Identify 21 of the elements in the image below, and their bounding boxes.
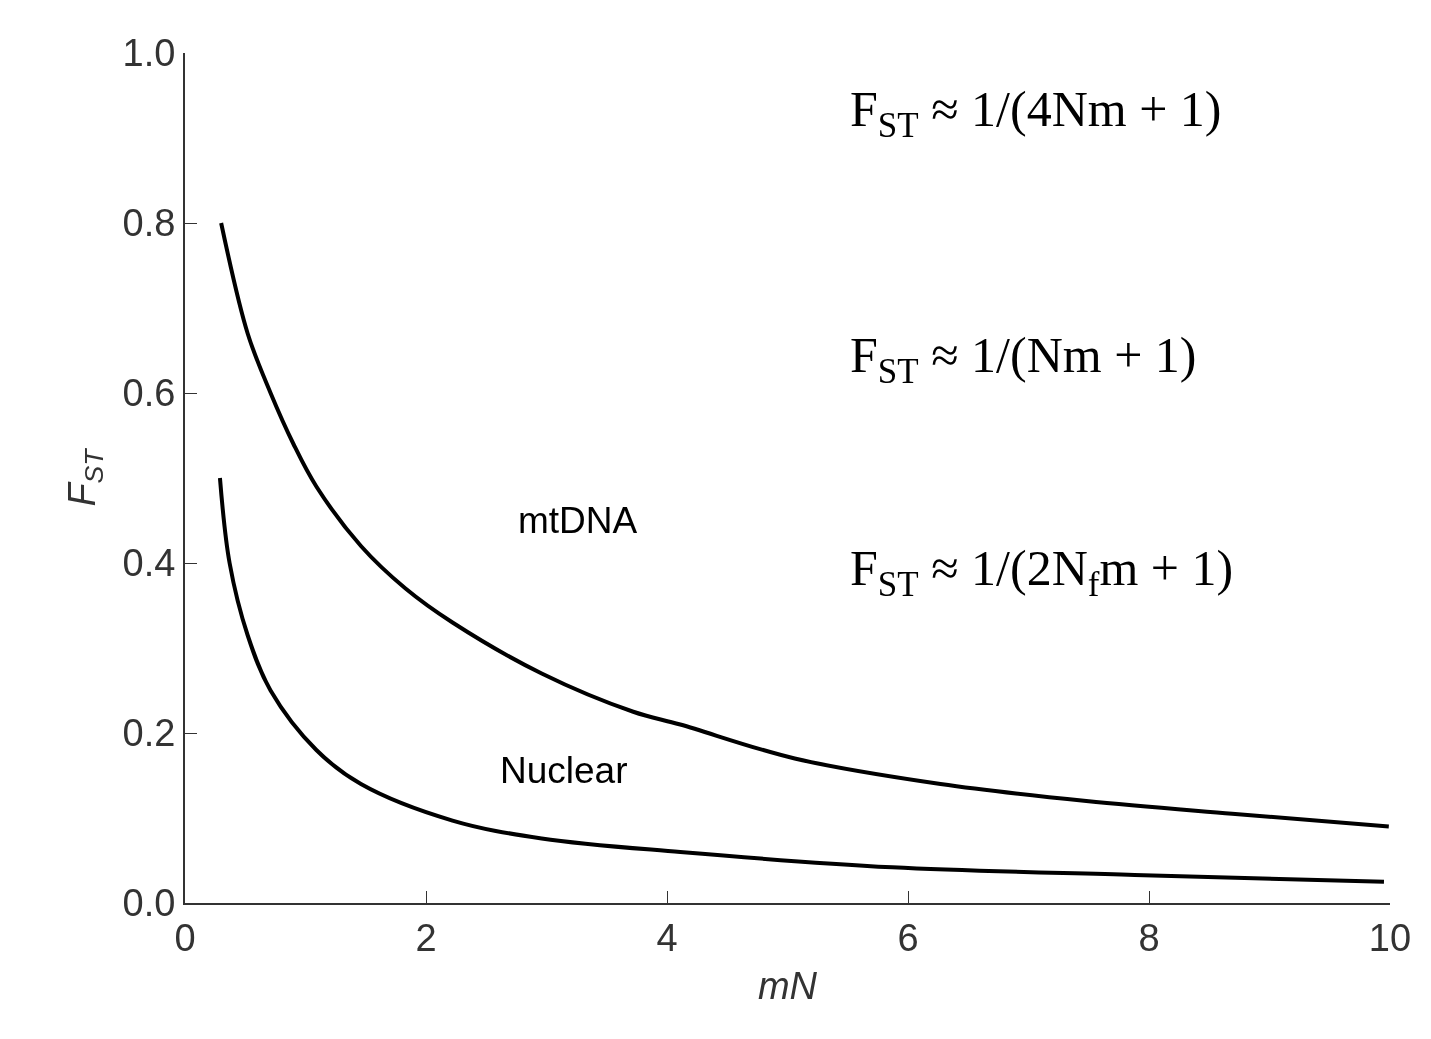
y-tick-label: 0.8 xyxy=(122,202,176,245)
x-tick-label: 4 xyxy=(656,916,678,959)
y-tick-label: 0.2 xyxy=(122,712,176,755)
x-tick-label: 0 xyxy=(174,916,196,959)
series-label: Nuclear xyxy=(500,750,628,791)
x-tick-label: 2 xyxy=(415,916,437,959)
text: ≈ 1/(4Nm + 1) xyxy=(931,81,1222,137)
y-axis-title: F$_{ST}$ xyxy=(850,81,919,145)
x-axis-title: mN xyxy=(757,965,818,1008)
line-series xyxy=(217,476,1386,884)
y-tick-label: 0.0 xyxy=(122,882,176,925)
line-series xyxy=(219,221,1390,829)
y-tick-label: 1.0 xyxy=(122,32,176,75)
text: mtDNA xyxy=(518,500,638,541)
x-tick-label: 6 xyxy=(897,916,919,959)
x-tick-label: 8 xyxy=(1138,916,1160,959)
x-tick-label: 10 xyxy=(1368,916,1412,959)
y-tick-label: 0.6 xyxy=(122,372,176,415)
annotation: F$_{ST}$ ≈ 1/(2N$_{f}$m + 1) xyxy=(850,540,1234,604)
y-tick-label: 0.4 xyxy=(122,542,176,585)
annotation: F$_{ST}$ ≈ 1/(Nm + 1) xyxy=(850,327,1197,391)
